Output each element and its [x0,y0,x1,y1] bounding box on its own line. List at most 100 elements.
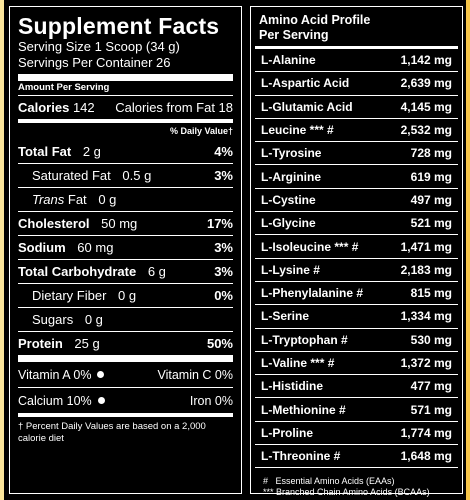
calories-row: Calories 142 Calories from Fat 18 [18,95,233,119]
nutrient-amount: 0.5 g [122,168,152,183]
amino-row: L-Glycine 521 mg [255,212,458,236]
serving-size: Serving Size 1 Scoop (34 g) [18,39,180,54]
nutrient-amount: 0 g [118,288,137,303]
amino-name: L-Serine [261,309,310,324]
nutrient-label: Protein 25 g [18,336,100,351]
amino-acid-panel: Amino Acid Profile Per Serving L-Alanine… [250,6,463,497]
nutrient-table: Total Fat 2 g 4% Saturated Fat 0.5 g 3% Tran… [18,139,233,355]
amino-row: L-Arginine 619 mg [255,165,458,189]
amino-title-line-1: Amino Acid Profile [259,13,371,27]
amino-value: 2,532 mg [400,123,452,138]
amino-row: L-Histidine 477 mg [255,375,458,399]
amino-name: Leucine *** # [261,123,334,138]
nutrient-row: Cholesterol 50 mg 17% [18,211,233,235]
amino-value: 1,774 mg [400,425,452,440]
amino-row: L-Valine *** # 1,372 mg [255,352,458,376]
amino-name: L-Lysine # [261,262,320,277]
amino-value: 1,471 mg [400,239,452,254]
amino-row: L-Methionine # 571 mg [255,398,458,422]
amino-value: 2,639 mg [400,76,452,91]
nutrient-row: Dietary Fiber 0 g 0% [18,283,233,307]
amino-value: 571 mg [410,402,452,417]
amino-row: Leucine *** # 2,532 mg [255,119,458,143]
amino-value: 4,145 mg [400,99,452,114]
nutrient-row: Sugars 0 g [18,307,233,331]
nutrient-label: Dietary Fiber 0 g [32,288,137,303]
nutrient-amount: 0 g [84,312,103,327]
amino-name: L-Tryptophan # [261,332,348,347]
amino-name: L-Glycine [261,216,316,231]
vitamin-left: Vitamin A 0% [18,367,92,382]
vitamin-row: Vitamin A 0% Vitamin C 0% [18,362,233,387]
amount-per-serving: Amount Per Serving [18,82,110,93]
nutrient-amount: 50 mg [101,216,138,231]
vitamin-right: Iron 0% [189,393,233,408]
vitamin-row: Calcium 10% Iron 0% [18,387,233,413]
eaa-footnote: # Essential Amino Acids (EAAs) [263,476,395,487]
amino-name: L-Phenylalanine # [261,286,364,301]
amino-row: L-Glutamic Acid 4,145 mg [255,96,458,119]
divider-thick-2 [18,355,233,362]
nutrient-amount: 2 g [82,143,101,159]
amino-value: 619 mg [410,169,452,184]
amino-name: L-Glutamic Acid [261,99,353,114]
nutrient-label: Total Fat 2 g [18,143,101,159]
amino-value: 815 mg [410,286,452,301]
amino-row: L-Proline 1,774 mg [255,422,458,446]
amino-footnotes: # Essential Amino Acids (EAAs) *** Branc… [255,468,458,498]
amino-row: L-Serine 1,334 mg [255,305,458,329]
calories-label: Calories [18,100,70,115]
supplement-facts-panel: Supplement Facts Serving Size 1 Scoop (3… [9,6,242,494]
nutrient-label: Sugars 0 g [32,312,103,327]
amino-value: 521 mg [410,216,452,231]
vitamin-right: Vitamin C 0% [157,367,233,382]
nutrient-row: Total Carbohydrate 6 g 3% [18,259,233,283]
nutrient-amount: 0 g [98,192,117,207]
amino-value: 1,372 mg [400,356,452,370]
nutrient-daily-value: 3% [214,168,233,183]
bullet-icon [97,397,105,404]
nutrient-amount: 25 g [74,336,100,351]
nutrient-daily-value: 3% [214,240,233,255]
amino-value: 2,183 mg [400,262,452,277]
nutrient-daily-value: 3% [214,264,233,279]
amino-name: L-Cystine [261,192,316,207]
amino-name: L-Isoleucine *** # [261,239,359,254]
divider-thick [18,74,233,81]
nutrient-row: Saturated Fat 0.5 g 3% [18,163,233,187]
amino-row: L-Cystine 497 mg [255,189,458,213]
nutrient-daily-value: 17% [206,216,233,231]
nutrient-daily-value: 4% [214,143,233,159]
amino-row: L-Phenylalanine # 815 mg [255,282,458,306]
amino-name: L-Valine *** # [261,356,335,370]
nutrient-label: Trans Fat 0 g [32,192,117,207]
amino-value: 1,334 mg [400,309,452,324]
nutrient-label: Cholesterol 50 mg [18,216,138,231]
servings-per-container: Servings Per Container 26 [18,55,171,70]
calories-value: 142 [72,100,95,115]
amino-value: 1,142 mg [400,53,452,68]
nutrient-label: Sodium 60 mg [18,240,114,255]
amino-name: L-Aspartic Acid [261,76,350,91]
nutrient-amount: 6 g [147,264,166,279]
nutrient-amount: 60 mg [77,240,114,255]
vitamin-table: Vitamin A 0% Vitamin C 0% Calcium 10% Iron … [18,362,233,413]
vitamin-left: Calcium 10% [18,393,92,408]
amino-name: L-Threonine # [261,449,341,464]
daily-value-header: % Daily Value† [169,126,233,136]
amino-row: L-Aspartic Acid 2,639 mg [255,72,458,96]
amino-name: L-Tyrosine [261,146,322,161]
nutrient-daily-value: 0% [214,288,233,303]
divider-medium [18,119,233,123]
amino-row: L-Tyrosine 728 mg [255,142,458,166]
amino-row: L-Lysine # 2,183 mg [255,259,458,282]
amino-row: L-Threonine # 1,648 mg [255,445,458,469]
footnote: † Percent Daily Values are based on a 2,… [18,421,206,444]
divider-medium-2 [18,413,233,417]
amino-title-line-2: Per Serving [259,28,329,42]
nutrient-row: Sodium 60 mg 3% [18,235,233,259]
amino-value: 497 mg [410,192,452,207]
nutrient-daily-value: 50% [206,336,233,351]
amino-name: L-Alanine [261,53,316,68]
